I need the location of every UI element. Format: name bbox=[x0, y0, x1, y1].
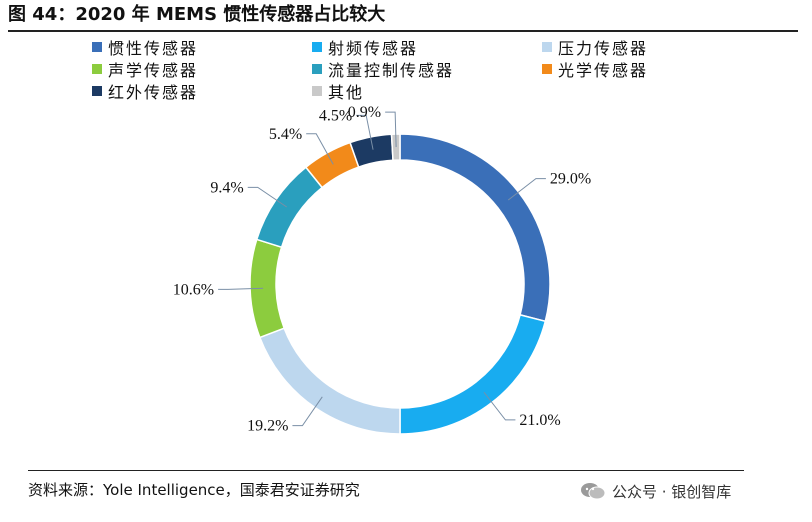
legend-label: 光学传感器 bbox=[558, 61, 649, 80]
footer-divider bbox=[28, 470, 744, 471]
leader-line bbox=[385, 111, 397, 148]
donut-slice bbox=[255, 166, 324, 249]
legend-swatch bbox=[312, 42, 322, 52]
chart-legend: 惯性传感器 射频传感器 压力传感器声学传感器 流量控制传感器 光学传感器红外传感器 其他 bbox=[92, 36, 752, 102]
legend-item: 压力传感器 bbox=[542, 36, 648, 58]
chart-title: 图 44：2020 年 MEMS 惯性传感器占比较大 bbox=[8, 4, 386, 25]
legend-swatch bbox=[312, 64, 322, 74]
brand-watermark: 公众号 · 银创智库 bbox=[580, 478, 731, 504]
leader-line bbox=[218, 287, 264, 290]
legend-item: 射频传感器 bbox=[312, 36, 418, 58]
donut-chart: 29.0% 21.0% 19.2% 10.6% 9.4% 5.4% 4.5%0.9% bbox=[173, 104, 591, 435]
legend-swatch bbox=[92, 64, 102, 74]
donut-slice bbox=[390, 133, 401, 161]
slice-value-label: 9.4% bbox=[210, 179, 243, 196]
legend-label: 声学传感器 bbox=[108, 61, 199, 80]
leader-line bbox=[356, 114, 374, 150]
leader-line bbox=[483, 391, 516, 421]
legend-item: 声学传感器 bbox=[92, 58, 198, 80]
slice-value-label: 10.6% bbox=[173, 281, 214, 298]
slice-value-label: 0.9% bbox=[348, 104, 381, 121]
leader-line bbox=[247, 186, 287, 208]
title-divider bbox=[8, 30, 798, 32]
slice-value-label: 29.0% bbox=[550, 171, 591, 188]
legend-swatch bbox=[92, 42, 102, 52]
slice-value-label: 5.4% bbox=[269, 126, 302, 143]
legend-item: 其他 bbox=[312, 80, 364, 102]
legend-label: 压力传感器 bbox=[558, 39, 649, 58]
legend-swatch bbox=[542, 64, 552, 74]
slice-value-label: 21.0% bbox=[519, 412, 560, 429]
leader-line bbox=[306, 133, 334, 165]
legend-label: 惯性传感器 bbox=[108, 39, 199, 58]
leader-line bbox=[292, 396, 323, 427]
legend-label: 红外传感器 bbox=[108, 83, 199, 102]
legend-label: 其他 bbox=[328, 83, 365, 102]
brand-text: 公众号 · 银创智库 bbox=[612, 482, 732, 501]
leader-line bbox=[507, 178, 546, 201]
source-note: 资料来源：Yole Intelligence，国泰君安证券研究 bbox=[28, 481, 360, 499]
legend-item: 光学传感器 bbox=[542, 58, 648, 80]
donut-slice bbox=[399, 133, 551, 323]
legend-item: 流量控制传感器 bbox=[312, 58, 454, 80]
slice-value-label: 4.5% bbox=[319, 107, 352, 124]
legend-label: 射频传感器 bbox=[328, 39, 419, 58]
legend-swatch bbox=[92, 86, 102, 96]
legend-label: 流量控制传感器 bbox=[328, 61, 455, 80]
legend-item: 惯性传感器 bbox=[92, 36, 198, 58]
wechat-icon bbox=[581, 483, 606, 500]
legend-swatch bbox=[312, 86, 322, 96]
legend-item: 红外传感器 bbox=[92, 80, 198, 102]
slice-value-label: 19.2% bbox=[247, 418, 288, 435]
legend-swatch bbox=[542, 42, 552, 52]
donut-slice bbox=[349, 133, 394, 169]
